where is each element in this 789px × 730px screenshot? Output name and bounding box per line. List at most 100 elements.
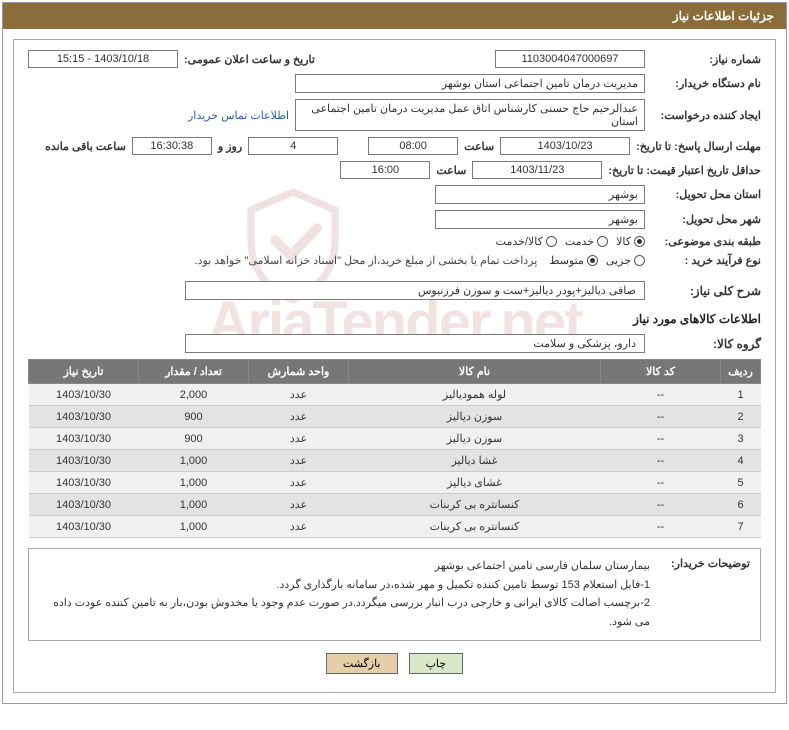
buyer-note-line: 2-برچسب اصالت کالای ایرانی و خارجی درب ا… — [39, 594, 650, 631]
table-cell: سوزن دیالیز — [349, 406, 601, 428]
label-need-no: شماره نیاز: — [651, 53, 761, 66]
table-row: 2--سوزن دیالیزعدد9001403/10/30 — [29, 406, 761, 428]
table-cell: 3 — [721, 428, 761, 450]
label-purchase-type: نوع فرآیند خرید : — [651, 254, 761, 267]
row-overall-desc: شرح کلی نیاز: صافی دیالیز+پودر دیالیز+ست… — [28, 281, 761, 300]
table-cell: 1,000 — [139, 472, 249, 494]
radio-option[interactable]: خدمت — [565, 235, 608, 248]
table-cell: 2 — [721, 406, 761, 428]
table-cell: 1 — [721, 384, 761, 406]
value-group: دارو، پزشکی و سلامت — [185, 334, 645, 353]
radio-label: کالا — [616, 235, 631, 248]
label-reply-deadline: مهلت ارسال پاسخ: تا تاریخ: — [636, 140, 761, 153]
items-table: ردیفکد کالانام کالاواحد شمارشتعداد / مقد… — [28, 359, 761, 538]
table-header-cell: کد کالا — [601, 360, 721, 384]
table-cell: 1403/10/30 — [29, 516, 139, 538]
table-row: 7--کنسانتره بی کربناتعدد1,0001403/10/30 — [29, 516, 761, 538]
table-header-cell: نام کالا — [349, 360, 601, 384]
row-purchase-type: نوع فرآیند خرید : جزیی متوسط پرداخت تمام … — [28, 254, 761, 267]
radio-option[interactable]: جزیی — [606, 254, 645, 267]
back-button[interactable]: بازگشت — [326, 653, 398, 674]
value-overall-desc: صافی دیالیز+پودر دیالیز+ست و سوزن فرزنیو… — [185, 281, 645, 300]
table-cell: 900 — [139, 428, 249, 450]
label-buyer-org: نام دستگاه خریدار: — [651, 77, 761, 90]
table-row: 5--غشای دیالیزعدد1,0001403/10/30 — [29, 472, 761, 494]
table-cell: غشای دیالیز — [349, 472, 601, 494]
table-cell: -- — [601, 472, 721, 494]
label-city: شهر محل تحویل: — [651, 213, 761, 226]
row-city: شهر محل تحویل: بوشهر — [28, 210, 761, 229]
table-cell: 900 — [139, 406, 249, 428]
label-days-and: روز و — [218, 140, 242, 153]
value-valid-time: 16:00 — [340, 161, 430, 179]
value-city: بوشهر — [435, 210, 645, 229]
table-cell: 1,000 — [139, 450, 249, 472]
table-header-cell: تاریخ نیاز — [29, 360, 139, 384]
radio-label: متوسط — [549, 254, 584, 267]
label-min-valid: حداقل تاریخ اعتبار قیمت: تا تاریخ: — [608, 164, 761, 177]
label-overall-desc: شرح کلی نیاز: — [651, 284, 761, 298]
radio-circle-icon — [546, 236, 557, 247]
table-cell: 6 — [721, 494, 761, 516]
value-reply-date: 1403/10/23 — [500, 137, 630, 155]
table-cell: 1403/10/30 — [29, 494, 139, 516]
buyer-notes-text: بیمارستان سلمان فارسی تامین اجتماعی بوشه… — [39, 557, 650, 632]
radio-option[interactable]: متوسط — [549, 254, 598, 267]
buyer-contact-link[interactable]: اطلاعات تماس خریدار — [188, 109, 289, 122]
label-announce-dt: تاریخ و ساعت اعلان عمومی: — [184, 53, 315, 66]
value-days-left: 4 — [248, 137, 338, 155]
print-button[interactable]: چاپ — [409, 653, 464, 674]
label-buyer-notes: توضیحات خریدار: — [660, 557, 750, 570]
table-cell: 1,000 — [139, 516, 249, 538]
label-time-1: ساعت — [464, 140, 494, 153]
purchase-radio-group: جزیی متوسط — [549, 254, 645, 267]
items-section-header: اطلاعات کالاهای مورد نیاز — [28, 312, 761, 326]
label-province: استان محل تحویل: — [651, 188, 761, 201]
table-cell: سوزن دیالیز — [349, 428, 601, 450]
row-requester: ایجاد کننده درخواست: عبدالرحیم حاج حسنی … — [28, 99, 761, 131]
row-buyer-org: نام دستگاه خریدار: مدیریت درمان تامین اج… — [28, 74, 761, 93]
radio-option[interactable]: کالا/خدمت — [496, 235, 557, 248]
row-subject-class: طبقه بندی موضوعی: کالا خدمت کالا/خدمت — [28, 235, 761, 248]
table-cell: لوله همودیالیز — [349, 384, 601, 406]
radio-circle-icon — [634, 236, 645, 247]
table-cell: -- — [601, 494, 721, 516]
table-cell: عدد — [249, 450, 349, 472]
table-row: 4--غشا دیالیزعدد1,0001403/10/30 — [29, 450, 761, 472]
pay-note: پرداخت تمام یا بخشی از مبلغ خرید،از محل … — [195, 254, 538, 267]
table-cell: 1403/10/30 — [29, 406, 139, 428]
table-cell: عدد — [249, 406, 349, 428]
table-cell: 5 — [721, 472, 761, 494]
label-group: گروه کالا: — [651, 337, 761, 351]
table-cell: عدد — [249, 516, 349, 538]
table-row: 3--سوزن دیالیزعدد9001403/10/30 — [29, 428, 761, 450]
radio-label: خدمت — [565, 235, 594, 248]
table-cell: کنسانتره بی کربنات — [349, 494, 601, 516]
value-need-no: 1103004047000697 — [495, 50, 645, 68]
subject-radio-group: کالا خدمت کالا/خدمت — [496, 235, 645, 248]
buyer-note-line: 1-فایل استعلام 153 توسط تامین کننده تکمی… — [39, 576, 650, 595]
table-header-cell: تعداد / مقدار — [139, 360, 249, 384]
radio-circle-icon — [587, 255, 598, 266]
table-cell: -- — [601, 516, 721, 538]
table-cell: عدد — [249, 384, 349, 406]
value-timer: 16:30:38 — [132, 137, 212, 155]
button-row: چاپ بازگشت — [28, 653, 761, 674]
label-requester: ایجاد کننده درخواست: — [651, 109, 761, 122]
value-valid-date: 1403/11/23 — [472, 161, 602, 179]
table-cell: -- — [601, 384, 721, 406]
row-group: گروه کالا: دارو، پزشکی و سلامت — [28, 334, 761, 353]
table-cell: -- — [601, 428, 721, 450]
items-header-row: ردیفکد کالانام کالاواحد شمارشتعداد / مقد… — [29, 360, 761, 384]
table-cell: 4 — [721, 450, 761, 472]
table-header-cell: واحد شمارش — [249, 360, 349, 384]
buyer-note-line: بیمارستان سلمان فارسی تامین اجتماعی بوشه… — [39, 557, 650, 576]
row-reply-deadline: مهلت ارسال پاسخ: تا تاریخ: 1403/10/23 سا… — [28, 137, 761, 155]
table-cell: 1403/10/30 — [29, 450, 139, 472]
row-min-valid: حداقل تاریخ اعتبار قیمت: تا تاریخ: 1403/… — [28, 161, 761, 179]
label-subject-class: طبقه بندی موضوعی: — [651, 235, 761, 248]
radio-circle-icon — [597, 236, 608, 247]
outer-frame: جزئیات اطلاعات نیاز AriaTender.net شماره… — [2, 2, 787, 704]
radio-label: کالا/خدمت — [496, 235, 543, 248]
radio-option[interactable]: کالا — [616, 235, 645, 248]
